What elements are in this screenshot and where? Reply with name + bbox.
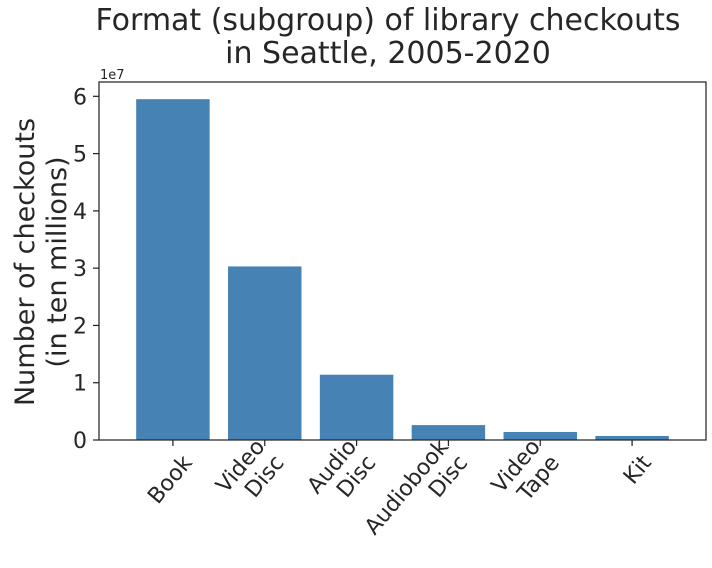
x-tick-label: Kit	[619, 451, 657, 490]
plot-area-frame	[98, 81, 707, 441]
y-tick-label: 5	[73, 143, 87, 168]
y-tick-label: 0	[73, 429, 87, 454]
bar	[595, 435, 669, 440]
x-tick-label-line: Book	[143, 451, 198, 509]
chart-title-line-1: Format (subgroup) of library checkouts	[95, 3, 680, 38]
bar	[411, 425, 486, 440]
y-tick-label: 2	[73, 314, 87, 339]
y-axis-label-line-1: Number of checkouts	[10, 118, 41, 406]
bar	[136, 99, 210, 441]
y-axis-ticks: 0 1 2 3 4 5 6	[73, 85, 99, 454]
y-axis-label-line-2: (in ten millions)	[42, 156, 73, 367]
x-tick-label: Book	[143, 451, 198, 509]
chart-title-line-2: in Seattle, 2005-2020	[225, 36, 551, 71]
bar	[319, 374, 394, 440]
bar	[503, 431, 577, 440]
y-tick-label: 1	[73, 372, 87, 397]
y-tick-label: 4	[73, 200, 87, 225]
y-tick-label: 3	[73, 257, 87, 282]
y-tick-label: 6	[73, 85, 87, 110]
x-tick-label-line: Kit	[619, 451, 657, 490]
bar	[228, 266, 302, 440]
y-axis-offset-label: 1e7	[100, 68, 125, 83]
bars	[136, 99, 669, 441]
chart-title: Format (subgroup) of library checkouts i…	[95, 3, 680, 71]
y-axis-label: Number of checkouts (in ten millions)	[10, 118, 73, 406]
